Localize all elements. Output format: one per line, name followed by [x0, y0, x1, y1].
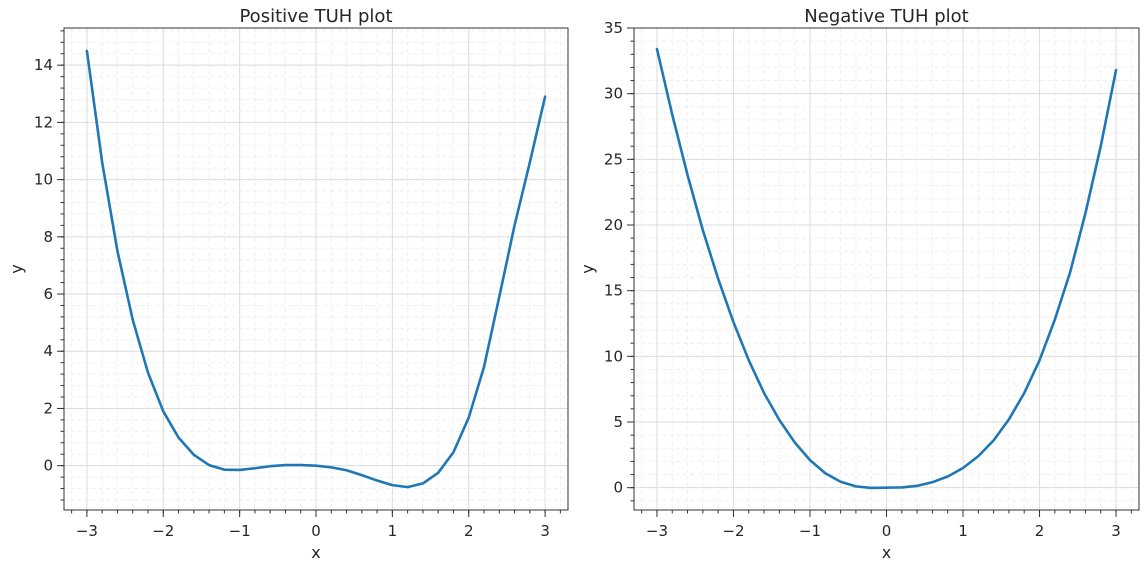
right-y-axis-label: y — [578, 264, 597, 273]
left-y-tick-label: 12 — [34, 113, 53, 131]
left-y-tick-label: 0 — [43, 457, 53, 475]
right-y-tick-label: 20 — [604, 216, 623, 234]
left-series-line-0 — [85, 49, 547, 489]
left-y-tick-label: 14 — [34, 56, 53, 74]
left-minor-ticks — [60, 30, 561, 514]
right-y-tick-label: 10 — [604, 347, 623, 365]
left-x-tick-label: −2 — [152, 522, 174, 540]
left-y-tick-label: 6 — [43, 285, 53, 303]
left-y-axis-label: y — [7, 264, 26, 273]
left-y-tick-label: 2 — [43, 399, 53, 417]
right-y-tick-label: 35 — [604, 19, 623, 37]
right-y-tick-label: 5 — [613, 413, 623, 431]
right-x-tick-label: 3 — [1111, 522, 1121, 540]
left-x-axis-label: x — [311, 543, 320, 562]
right-x-tick-label: −2 — [722, 522, 744, 540]
right-x-tick-label: 1 — [958, 522, 968, 540]
right-y-tick-label: 15 — [604, 282, 623, 300]
right-series-line-0 — [655, 47, 1118, 490]
left-chart-title: Positive TUH plot — [239, 6, 392, 27]
left-x-tick-label: 2 — [464, 522, 474, 540]
right-major-grid — [634, 27, 1139, 510]
left-y-tick-label: 10 — [34, 171, 53, 189]
left-x-tick-label: −3 — [76, 522, 98, 540]
left-y-tick-label: 4 — [43, 342, 53, 360]
left-x-tick-label: 0 — [311, 522, 321, 540]
right-chart-title: Negative TUH plot — [804, 6, 968, 27]
right-x-tick-label: −3 — [646, 522, 668, 540]
right-x-axis-label: x — [882, 543, 891, 562]
left-x-tick-label: 3 — [540, 522, 550, 540]
left-x-tick-label: 1 — [388, 522, 398, 540]
right-minor-ticks — [630, 27, 1132, 514]
left-major-grid — [64, 28, 568, 510]
right-x-tick-label: 2 — [1035, 522, 1045, 540]
left-x-tick-label: −1 — [229, 522, 251, 540]
right-y-tick-label: 0 — [613, 479, 623, 497]
left-y-tick-label: 8 — [43, 228, 53, 246]
right-x-tick-label: −1 — [799, 522, 821, 540]
right-y-tick-label: 30 — [604, 85, 623, 103]
right-y-tick-label: 25 — [604, 150, 623, 168]
right-x-tick-label: 0 — [882, 522, 892, 540]
